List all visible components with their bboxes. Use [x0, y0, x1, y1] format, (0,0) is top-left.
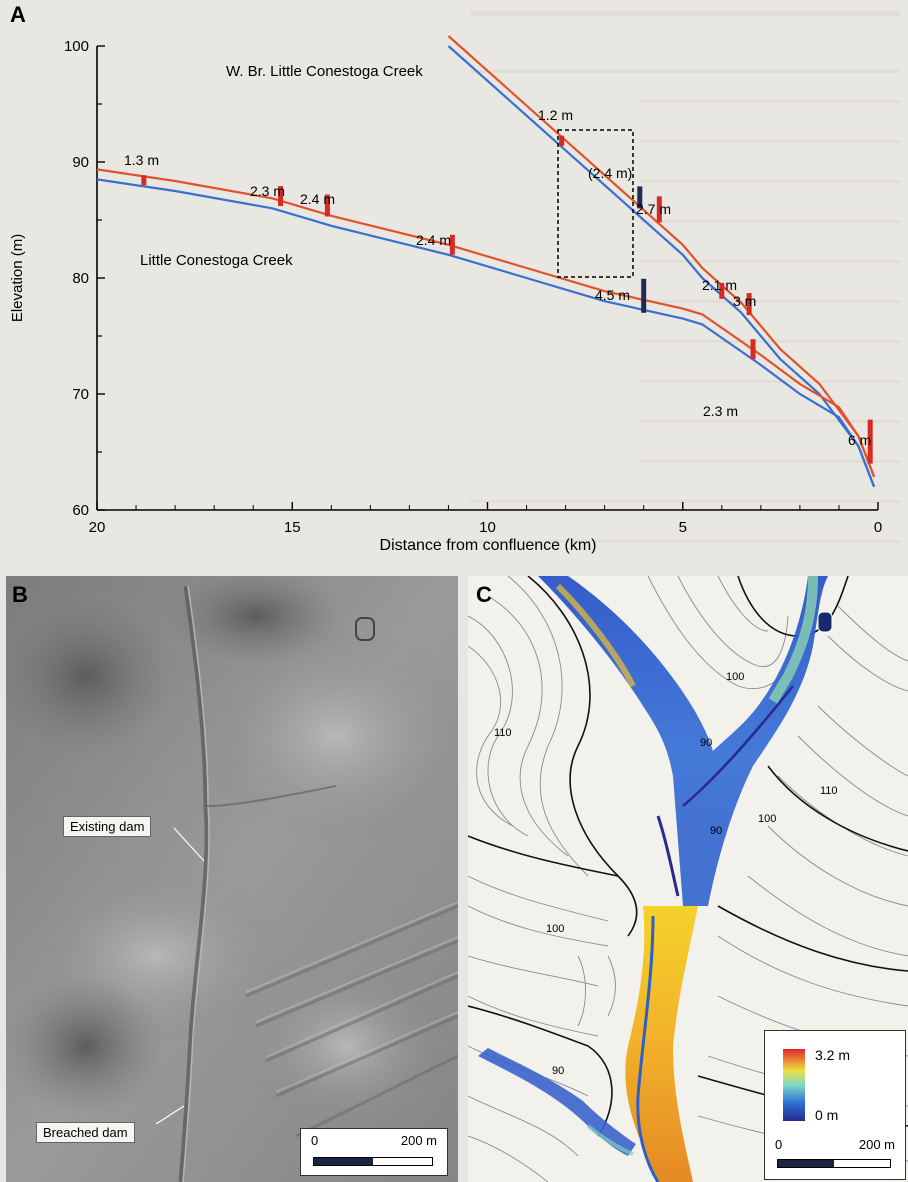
y-tick-label: 60 — [72, 502, 89, 519]
y-axis: 100 90 80 70 60 — [64, 38, 105, 519]
dam-marker — [637, 186, 643, 209]
y-tick-label: 90 — [72, 154, 89, 171]
dam-marker — [641, 278, 647, 313]
dam-marker — [867, 419, 873, 464]
series-line-surface-0 — [447, 35, 876, 478]
dam-marker — [656, 196, 662, 223]
scale-max: 200 m — [400, 1133, 437, 1148]
y-tick-label: 70 — [72, 386, 89, 403]
panel-c-letter: C — [476, 582, 492, 607]
dam-label: 2.1 m — [702, 277, 737, 293]
panel-b-letter: B — [12, 582, 28, 607]
dam-label: 4.5 m — [595, 287, 630, 303]
existing-dam-callout: Existing dam — [63, 816, 152, 837]
x-tick-label: 10 — [479, 519, 496, 536]
dam-label: 2.7 m — [636, 201, 671, 217]
creek-label-little-conestoga: Little Conestoga Creek — [140, 252, 293, 269]
y-axis-label: Elevation (m) — [9, 234, 26, 322]
contour-map: 100 110 90 90 100 110 100 90 C — [468, 576, 908, 1182]
panel-b-lidar-hillshade: B Existing dam Breached dam 0 200 m — [6, 576, 458, 1182]
hillshade-image: B — [6, 576, 458, 1182]
dam-label: 1.3 m — [124, 152, 159, 168]
scale-zero: 0 — [775, 1137, 783, 1152]
dam-marker — [559, 135, 565, 146]
panel-c-sediment-thickness-map: 100 110 90 90 100 110 100 90 C 3.2 m 0 m… — [468, 576, 908, 1182]
y-tick-label: 80 — [72, 270, 89, 287]
contour-label: 110 — [820, 785, 838, 797]
dam-marker — [278, 186, 284, 207]
legend-min: 0 m — [815, 1107, 839, 1123]
dam-label: 2.4 m — [300, 191, 335, 207]
breached-dam-callout: Breached dam — [36, 1122, 135, 1143]
dam-marker — [141, 175, 147, 186]
x-axis: 20 15 10 5 0 — [89, 502, 882, 536]
x-tick-label: 5 — [679, 519, 687, 536]
thickness-legend: 3.2 m 0 m 0 200 m — [764, 1030, 906, 1180]
x-tick-label: 0 — [874, 519, 882, 536]
x-tick-label: 20 — [89, 519, 106, 536]
scale-max: 200 m — [858, 1137, 895, 1152]
dam-markers — [141, 135, 873, 464]
dam-label: 2.3 m — [703, 403, 738, 419]
contour-label: 90 — [552, 1065, 564, 1077]
dam-marker — [750, 339, 756, 360]
scale-bar — [777, 1159, 891, 1168]
dam-label: 2.4 m — [416, 232, 451, 248]
panel-a-letter: A — [10, 2, 26, 27]
scale-bar: 0 200 m — [300, 1128, 448, 1176]
creek-label-west-branch: W. Br. Little Conestoga Creek — [226, 63, 423, 80]
dam-label: (2.4 m) — [588, 165, 632, 181]
dam-label: 6 m — [848, 432, 871, 448]
dam-label: 2.3 m — [250, 183, 285, 199]
series-line-bed-0 — [447, 45, 876, 488]
zoom-box — [557, 129, 634, 278]
x-tick-label: 15 — [284, 519, 301, 536]
color-ramp — [783, 1049, 805, 1121]
contour-label: 100 — [546, 923, 564, 935]
dam-label: 1.2 m — [538, 107, 573, 123]
contour-label: 90 — [710, 825, 722, 837]
contour-label: 110 — [494, 727, 512, 739]
contour-label: 100 — [726, 671, 744, 683]
dam-marker — [719, 282, 725, 299]
legend-max: 3.2 m — [815, 1047, 851, 1063]
contour-label: 90 — [700, 737, 712, 749]
dam-marker — [324, 194, 330, 217]
scale-zero: 0 — [311, 1133, 319, 1148]
profile-chart-svg: A 100 90 80 70 60 20 15 10 5 0 Elevation (m) Dis… — [9, 2, 900, 554]
contour-label: 100 — [758, 813, 776, 825]
panel-a-profile-chart: A 100 90 80 70 60 20 15 10 5 0 Elevation (m) Dis… — [0, 0, 908, 570]
dam-marker — [449, 234, 455, 255]
y-tick-label: 100 — [64, 38, 89, 55]
x-axis-label: Distance from confluence (km) — [380, 537, 597, 554]
dam-label: 3 m — [733, 293, 756, 309]
dam-marker — [746, 293, 752, 316]
